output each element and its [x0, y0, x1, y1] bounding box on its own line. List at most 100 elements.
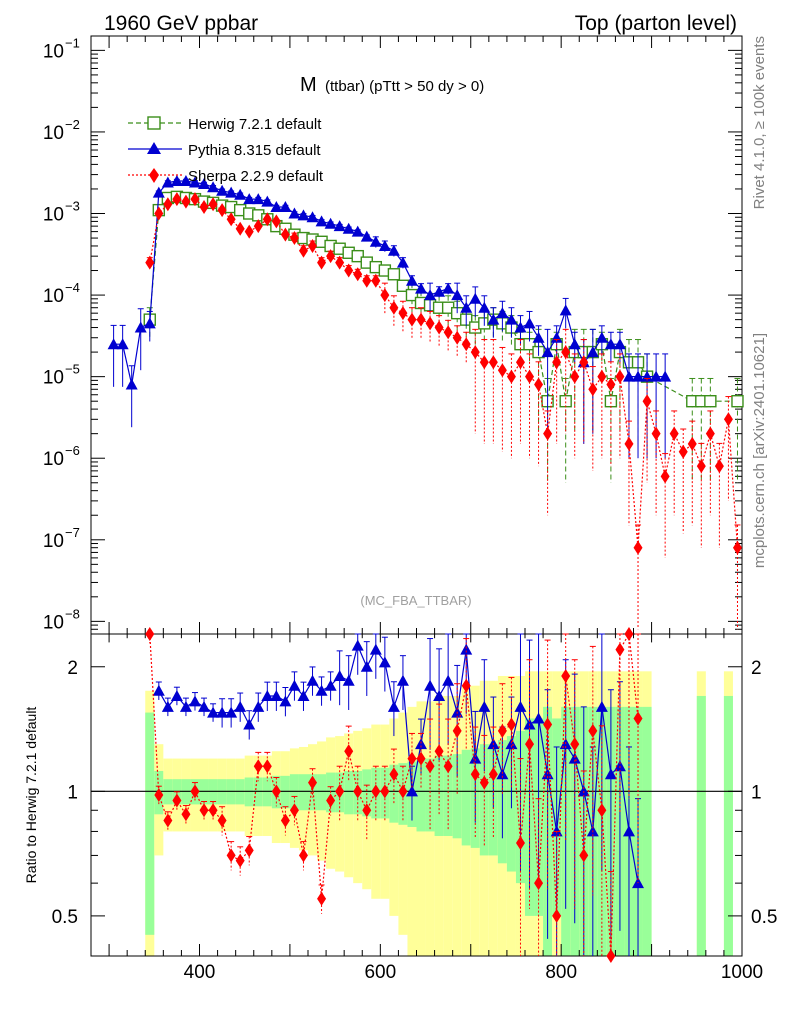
ratio-series-sherpa-point [416, 751, 426, 766]
series [107, 175, 744, 963]
series-sherpa-point [651, 426, 661, 441]
y-tick-label: 10 [43, 612, 64, 633]
ratio-series-pythia-point [505, 738, 518, 750]
series-pythia-point [152, 186, 165, 198]
series-pythia-point [333, 220, 346, 232]
legend-label-sherpa: Sherpa 2.2.9 default [188, 168, 324, 185]
series-sherpa-point [543, 426, 553, 441]
series-sherpa-point [696, 459, 706, 474]
series-pythia-point [207, 181, 220, 193]
series-sherpa-point [470, 345, 480, 360]
y-tick-label: 10 [43, 368, 64, 389]
band-inner-bin [461, 749, 471, 846]
series-pythia-point [613, 338, 626, 350]
ratio-y-tick-label: 0.5 [52, 907, 78, 928]
band-inner-bin [289, 774, 299, 811]
series-sherpa-point [552, 355, 562, 370]
y-tick-label-exponent: −7 [65, 525, 80, 540]
ratio-series-sherpa [145, 627, 643, 963]
series-sherpa-point [525, 369, 535, 384]
ratio-series-sherpa-point [543, 717, 553, 732]
legend-label-pythia: Pythia 8.315 default [188, 142, 321, 159]
series-sherpa-point [362, 273, 372, 288]
legend-entry-sherpa: Sherpa 2.2.9 default [128, 168, 324, 185]
series-pythia-point [424, 289, 437, 301]
series-pythia-point [451, 289, 464, 301]
ratio-series-sherpa-point [389, 767, 399, 782]
series-pythia-point [405, 274, 418, 286]
ratio-series-pythia-point [514, 700, 527, 712]
series-herwig [143, 190, 744, 483]
ratio-series-sherpa-point [298, 848, 308, 863]
series-pythia-point [514, 321, 527, 333]
series-sherpa-point [407, 312, 417, 327]
series-herwig-point [396, 279, 410, 292]
ratio-series-pythia-point [333, 669, 346, 681]
ratio-series-sherpa-point [280, 813, 290, 828]
series-sherpa-point [317, 255, 327, 270]
series-sherpa-point [570, 369, 580, 384]
series-sherpa-point [669, 426, 679, 441]
band-inner-bin [145, 712, 155, 935]
y-tick-label: 10 [43, 449, 64, 470]
series-sherpa-point [497, 363, 507, 378]
x-tick-label: 600 [364, 962, 396, 983]
series-pythia-point [442, 282, 455, 294]
series-sherpa-point [326, 249, 336, 264]
ratio-series-pythia-point [396, 674, 409, 686]
series-pythia-point [595, 331, 608, 343]
series-pythia-point [469, 292, 482, 304]
series-sherpa-point [335, 255, 345, 270]
series-pythia-point [433, 285, 446, 297]
series-pythia-point [387, 244, 400, 256]
ratio-series-sherpa-point [308, 775, 318, 790]
series-pythia-point [505, 313, 518, 325]
ratio-series-sherpa-point [380, 784, 390, 799]
y-tick-label: 10 [43, 531, 64, 552]
band-inner-bin [344, 770, 354, 815]
ratio-series-pythia-point [288, 679, 301, 691]
ratio-series-pythia-point [297, 689, 310, 701]
header-left: 1960 GeV ppbar [104, 12, 258, 35]
series-herwig-point [704, 395, 717, 408]
plot-title-sub: (ttbar) (pTtt > 50 dy > 0) [325, 78, 484, 95]
ratio-series-sherpa-point [163, 813, 173, 828]
band-inner-bin [642, 706, 652, 956]
ratio-series-sherpa-point [570, 737, 580, 752]
series-sherpa-point [461, 337, 471, 352]
ratio-series-sherpa-point [506, 717, 516, 732]
ratio-series-sherpa-point [597, 803, 607, 818]
band-inner-bin [280, 775, 290, 809]
ratio-series-sherpa-point [335, 784, 345, 799]
series-herwig-point [731, 395, 744, 408]
ratio-series-pythia-point [360, 660, 373, 672]
y-tick-label-exponent: −8 [65, 606, 80, 621]
sidebar-top-text: Rivet 4.1.0, ≥ 100k events [751, 36, 768, 209]
ratio-series-pythia-point [306, 674, 319, 686]
series-sherpa-point [642, 394, 652, 409]
ratio-series-pythia-point [424, 679, 437, 691]
ratio-series-pythia-point [442, 674, 455, 686]
band-inner-bin [416, 758, 426, 832]
ratio-series-pythia-point [622, 825, 635, 837]
series-pythia-point [604, 338, 617, 350]
ratio-series-pythia-point [369, 643, 382, 655]
series-pythia-point [143, 317, 156, 329]
legend-marker-herwig [147, 116, 161, 130]
series-pythia-point [351, 225, 364, 237]
series-sherpa-point [298, 243, 308, 258]
band-inner-bin [298, 774, 308, 811]
series-pythia-point [252, 193, 265, 205]
band-inner-bin [308, 774, 318, 811]
series-sherpa-point [579, 355, 589, 370]
series-sherpa-point [425, 316, 435, 331]
ratio-series-sherpa-point [145, 627, 155, 641]
ratio-series-pythia-point [152, 684, 165, 696]
series-sherpa-point [163, 197, 173, 212]
series-pythia-point [188, 176, 201, 188]
series-sherpa-point [181, 194, 191, 209]
series-pythia-point [261, 195, 274, 207]
series-pythia-point [541, 346, 554, 358]
series-sherpa-point [416, 312, 426, 327]
ratio-series-sherpa-point [497, 723, 507, 738]
